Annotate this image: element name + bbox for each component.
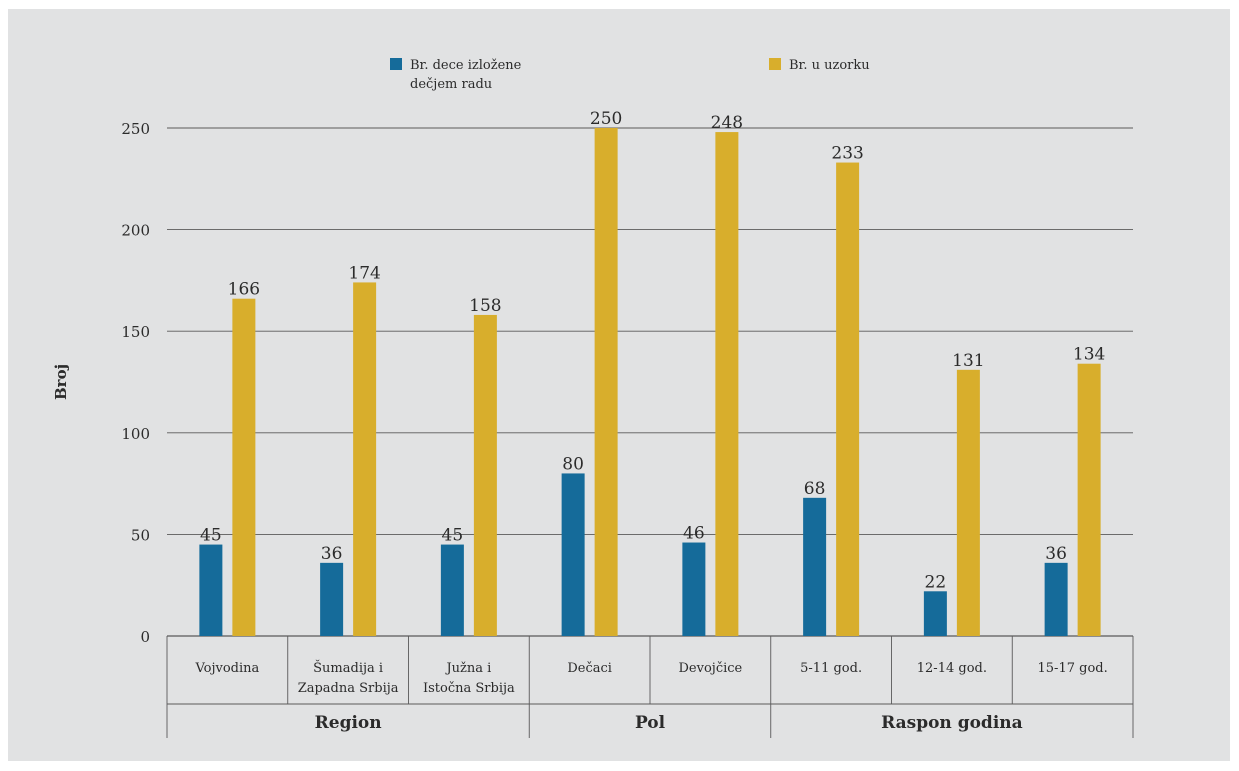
- bars: 45 36 45 80 46 68 22 36 166 174 158 250 248 233 131 134: [199, 109, 1105, 636]
- x-tick-label: Vojvodina: [194, 661, 259, 676]
- data-label: 45: [442, 526, 464, 546]
- bar-sample: [956, 369, 980, 636]
- bar-exposed: [199, 544, 223, 636]
- data-label: 46: [683, 524, 705, 544]
- y-tick-label: 250: [121, 120, 150, 138]
- x-tick-label: 12-14 god.: [917, 661, 987, 676]
- x-tick-label: Devojčice: [679, 661, 743, 676]
- y-tick-label: 200: [121, 222, 150, 240]
- data-label: 250: [590, 109, 622, 129]
- bar-sample: [594, 128, 618, 636]
- x-tick-label: 15-17 god.: [1038, 661, 1108, 676]
- y-tick-label: 0: [140, 628, 150, 646]
- x-axis: Vojvodina Šumadija i Zapadna Srbija Južna i…: [166, 636, 1134, 738]
- data-label: 80: [562, 454, 584, 474]
- x-tick-label: 5-11 god.: [800, 661, 862, 676]
- bar-exposed: [923, 591, 947, 636]
- bar-sample: [836, 162, 860, 636]
- data-label: 166: [228, 280, 260, 300]
- y-axis-label: Broj: [52, 364, 70, 400]
- bar-exposed: [1044, 562, 1068, 636]
- y-tick-label: 100: [121, 425, 150, 443]
- legend-swatch: [769, 58, 781, 70]
- data-label: 36: [321, 544, 343, 564]
- group-label: Pol: [635, 713, 666, 733]
- data-label: 68: [804, 479, 826, 499]
- legend-swatch: [390, 58, 402, 70]
- bar-exposed: [561, 473, 585, 636]
- bar-exposed: [803, 497, 827, 636]
- x-tick-label: Zapadna Srbija: [298, 681, 399, 696]
- data-label: 22: [925, 572, 947, 592]
- data-label: 158: [469, 296, 501, 316]
- bar-exposed: [320, 562, 344, 636]
- data-label: 233: [831, 144, 863, 164]
- bar-sample: [232, 298, 256, 636]
- group-label: Raspon godina: [881, 713, 1023, 733]
- legend-label: dečjem radu: [410, 77, 492, 92]
- y-tick-label: 50: [131, 526, 150, 544]
- bar-sample: [353, 282, 377, 636]
- legend-label: Br. dece izložene: [410, 58, 522, 73]
- x-tick-label: Južna i: [444, 661, 491, 676]
- data-label: 36: [1045, 544, 1067, 564]
- x-tick-label: Šumadija i: [313, 659, 383, 676]
- bar-sample: [473, 314, 497, 636]
- legend-label: Br. u uzorku: [789, 58, 870, 73]
- bar-sample: [1077, 363, 1101, 636]
- y-axis-ticks: 0 50 100 150 200 250: [121, 120, 150, 646]
- data-label: 45: [200, 526, 222, 546]
- y-tick-label: 150: [121, 323, 150, 341]
- x-tick-label: Istočna Srbija: [423, 681, 515, 696]
- bar-exposed: [440, 544, 464, 636]
- legend: Br. dece izložene dečjem radu Br. u uzorku: [390, 58, 870, 92]
- data-label: 174: [348, 263, 380, 283]
- bar-sample: [715, 132, 739, 636]
- group-label: Region: [315, 713, 382, 733]
- x-tick-label: Dečaci: [567, 661, 612, 676]
- data-label: 134: [1073, 345, 1105, 365]
- bar-exposed: [682, 542, 706, 636]
- data-label: 131: [952, 351, 984, 371]
- data-label: 248: [711, 113, 743, 133]
